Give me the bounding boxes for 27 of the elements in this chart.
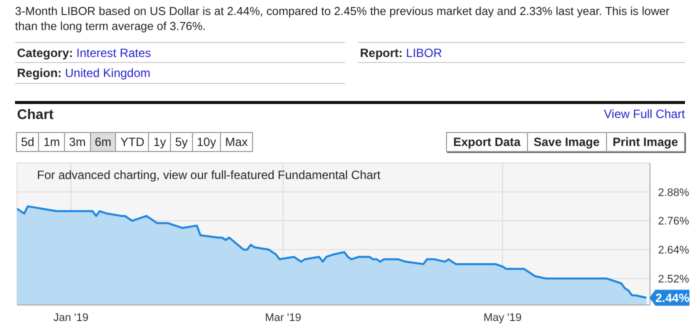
text: 10y bbox=[192, 132, 222, 152]
text: Save Image bbox=[526, 132, 607, 152]
text: 1y bbox=[148, 132, 172, 152]
text: Print Image bbox=[606, 132, 685, 152]
text: 6m bbox=[90, 132, 116, 152]
annotation: For advanced charting, view our full-featured Fundamental Chart bbox=[37, 168, 381, 182]
chart-subtitle: 3-Month LIBOR based on US Dollar is at 2.44%, compared to 2.45% the previous market day and 2.33% last year. This is lower than the long term average of 3.76%. bbox=[15, 4, 671, 34]
text: 5y bbox=[170, 132, 193, 152]
text: 1m bbox=[38, 132, 66, 152]
y-tick-label: 2.52% bbox=[658, 273, 690, 286]
text: Report: LIBOR bbox=[360, 46, 442, 60]
text: Max bbox=[220, 132, 253, 152]
text: 3m bbox=[64, 132, 91, 152]
y-tick-label: 2.64% bbox=[658, 244, 690, 257]
x-tick-label: Jan '19 bbox=[53, 312, 89, 324]
text: Category: Interest Rates bbox=[17, 46, 152, 60]
text: Region: United Kingdom bbox=[17, 66, 150, 80]
chart-title: Chart bbox=[17, 106, 54, 122]
y-tick-label: 2.88% bbox=[658, 186, 690, 199]
x-tick-label: May '19 bbox=[483, 312, 522, 324]
text: View Full Chart bbox=[604, 107, 685, 121]
y-tick-label: 2.76% bbox=[658, 216, 690, 228]
text: Export Data bbox=[446, 132, 528, 152]
data-label: 2.44% bbox=[655, 290, 690, 305]
text: 5d bbox=[16, 132, 40, 152]
x-tick-label: Mar '19 bbox=[264, 312, 302, 324]
text: YTD bbox=[115, 132, 150, 152]
